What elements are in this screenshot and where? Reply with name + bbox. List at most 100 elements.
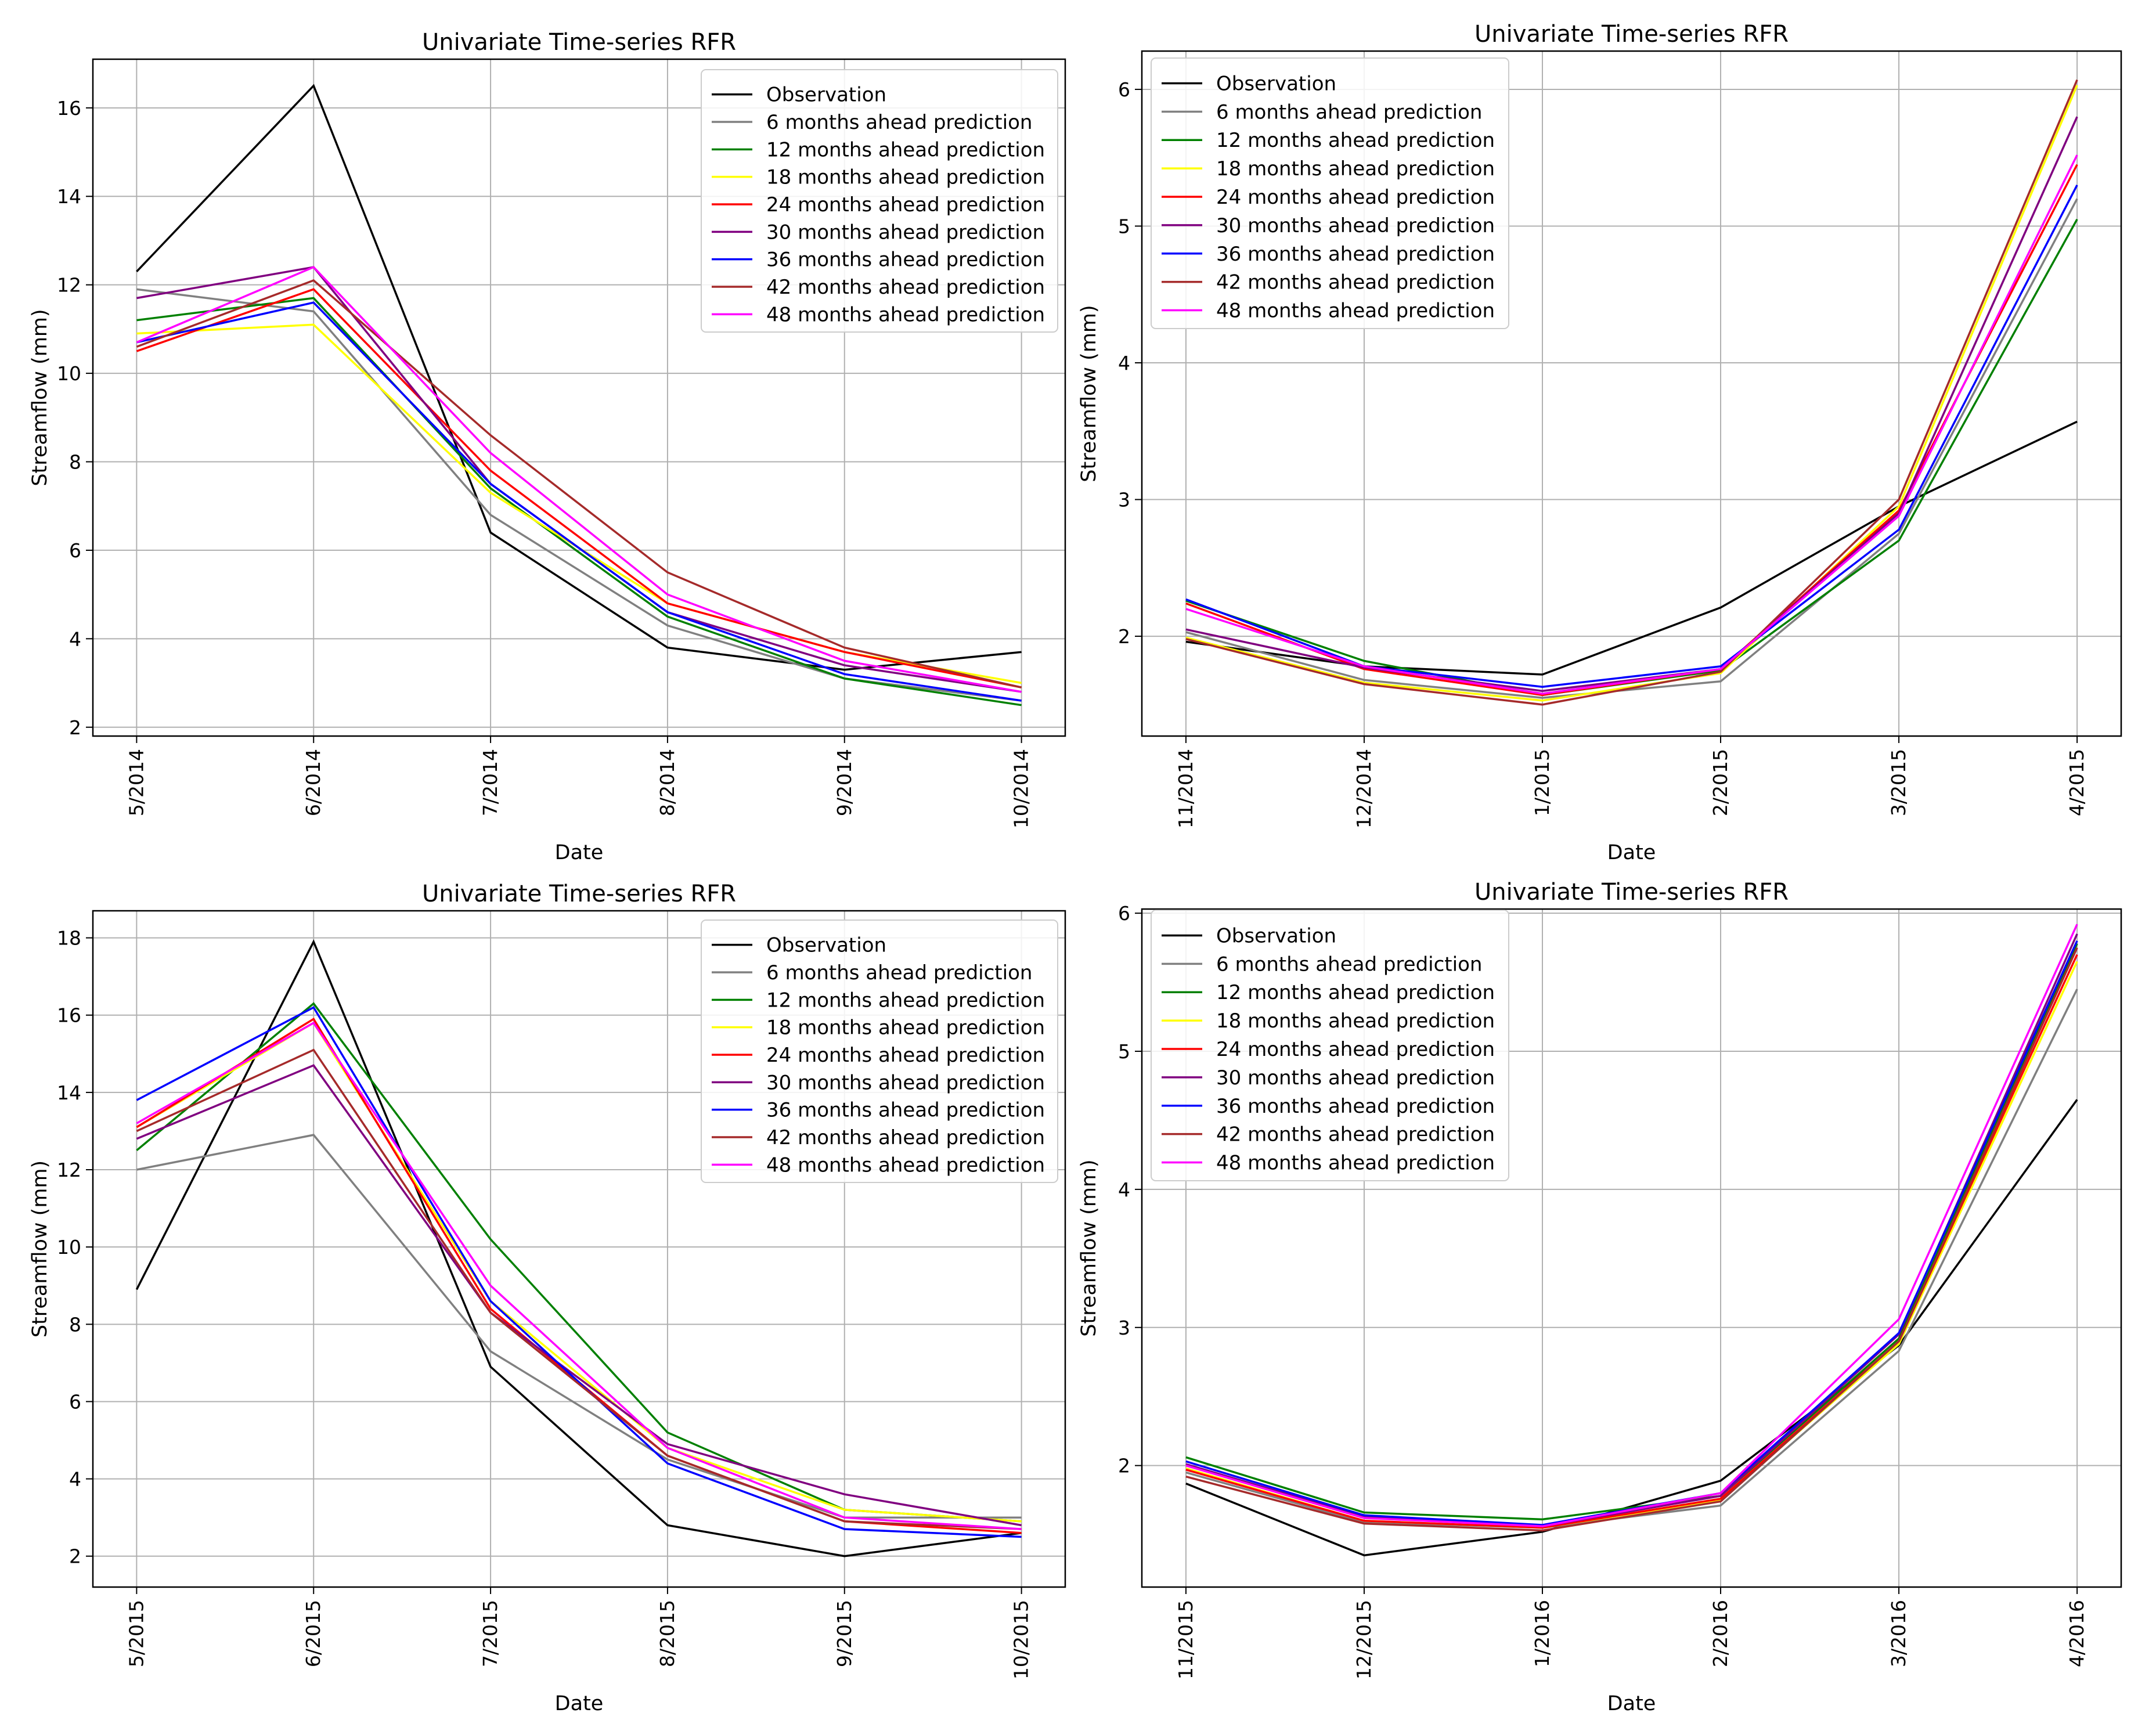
legend-entry: Observation [766, 934, 886, 957]
x-axis-label: Date [1607, 1692, 1656, 1715]
legend-entry: 12 months ahead prediction [1216, 129, 1495, 152]
legend-entry: 48 months ahead prediction [1216, 300, 1495, 323]
chart-panel-4: 2 3 4 5 6 11/2015 12/2015 1/2016 2/2016 3/2016 4/2… [1077, 879, 2122, 1715]
legend-box [701, 69, 1058, 333]
y-tick-label: 14 [57, 1081, 81, 1104]
x-axis-label: Date [555, 1692, 604, 1715]
x-tick-label: 11/2015 [1174, 1600, 1197, 1679]
y-tick-label: 2 [69, 716, 81, 739]
x-tick-label: 8/2015 [656, 1600, 679, 1667]
series-line-6-months [1185, 198, 2078, 699]
y-tick-label: 6 [69, 539, 81, 562]
y-tick-label: 18 [57, 927, 81, 950]
series-line-30-months [136, 1064, 1022, 1527]
legend-entry: Observation [1216, 924, 1336, 947]
series-line-48-months [1185, 154, 2078, 695]
chart-title: Univariate Time-series RFR [1474, 879, 1789, 906]
y-tick-label: 4 [69, 1468, 81, 1491]
y-axis-label: Streamflow (mm) [1077, 1159, 1101, 1336]
x-tick-label: 5/2014 [125, 749, 147, 816]
chart-panel-1: 2 4 6 8 10 12 14 16 5/2014 6/2014 7/2014 8/2014 9/20… [28, 29, 1066, 864]
series-line-36-months [136, 301, 1022, 702]
legend-entry: 6 months ahead prediction [1216, 953, 1482, 976]
chart-panel-2: 2 3 4 5 6 11/2014 12/2014 1/2015 2/2015 3/2015 4/2… [1077, 21, 2122, 864]
y-tick-label: 2 [69, 1545, 81, 1568]
y-tick-label: 6 [69, 1390, 81, 1413]
legend-entry: 48 months ahead prediction [766, 1153, 1045, 1177]
legend-entry: 30 months ahead prediction [766, 221, 1045, 244]
legend-entry: 48 months ahead prediction [1216, 1152, 1495, 1175]
legend-entry: 6 months ahead prediction [1216, 100, 1482, 124]
legend-entry: 36 months ahead prediction [1216, 1095, 1495, 1118]
legend-entry: 36 months ahead prediction [1216, 243, 1495, 266]
y-tick-label: 16 [57, 97, 81, 120]
x-tick-label: 10/2015 [1010, 1600, 1033, 1679]
x-tick-label: 6/2015 [302, 1600, 325, 1667]
x-tick-label: 9/2014 [833, 749, 856, 816]
y-tick-label: 12 [57, 274, 81, 297]
x-tick-label: 1/2016 [1531, 1600, 1553, 1667]
x-tick-label: 8/2014 [656, 749, 679, 816]
series-line-48-months [136, 266, 1022, 693]
legend-entry: 48 months ahead prediction [766, 303, 1045, 326]
x-tick-label: 2/2016 [1709, 1600, 1732, 1667]
legend-entry: 42 months ahead prediction [1216, 1123, 1495, 1146]
y-tick-label: 5 [1118, 215, 1130, 237]
chart-title: Univariate Time-series RFR [1474, 21, 1789, 48]
y-tick-label: 6 [1118, 78, 1130, 101]
y-tick-label: 16 [57, 1004, 81, 1027]
y-tick-label: 12 [57, 1159, 81, 1181]
x-tick-label: 11/2014 [1174, 749, 1197, 828]
legend-entry: 42 months ahead prediction [1216, 271, 1495, 294]
plot-frame [1141, 50, 2122, 737]
legend-entry: 12 months ahead prediction [1216, 981, 1495, 1004]
y-tick-label: 4 [69, 628, 81, 650]
legend-entry: 12 months ahead prediction [766, 138, 1045, 161]
y-axis-label: Streamflow (mm) [28, 309, 52, 486]
x-tick-label: 10/2014 [1010, 749, 1033, 828]
legend: Observation 6 months ahead prediction 12 m… [701, 69, 1058, 333]
series-line-42-months [136, 279, 1022, 688]
legend-entry: 24 months ahead prediction [766, 193, 1045, 217]
series-line-12-months [136, 297, 1022, 706]
x-axis-label: Date [1607, 841, 1656, 864]
y-tick-label: 3 [1118, 1317, 1130, 1339]
legend-entry: 6 months ahead prediction [766, 961, 1032, 985]
y-tick-label: 8 [69, 1313, 81, 1336]
legend-entry: 12 months ahead prediction [766, 989, 1045, 1012]
series-line-30-months [1185, 116, 2078, 693]
legend-entry: 6 months ahead prediction [766, 111, 1032, 134]
y-tick-label: 2 [1118, 625, 1130, 648]
legend-entry: 24 months ahead prediction [766, 1044, 1045, 1067]
y-tick-label: 4 [1118, 352, 1130, 374]
y-tick-label: 3 [1118, 489, 1130, 511]
legend-entry: 18 months ahead prediction [1216, 157, 1495, 181]
legend-box [1151, 910, 1509, 1181]
y-tick-label: 10 [57, 1236, 81, 1259]
legend-entry: 18 months ahead prediction [766, 1016, 1045, 1040]
legend-entry: 18 months ahead prediction [766, 166, 1045, 189]
legend-entry: 24 months ahead prediction [1216, 186, 1495, 209]
legend: Observation 6 months ahead prediction 12 m… [1151, 910, 1509, 1181]
series-line-42-months [1185, 947, 2078, 1532]
series-line-36-months [136, 1006, 1022, 1538]
legend: Observation 6 months ahead prediction 12 m… [1151, 57, 1509, 329]
x-tick-label: 7/2015 [479, 1600, 502, 1667]
y-tick-label: 10 [57, 362, 81, 385]
legend-entry: 30 months ahead prediction [1216, 1066, 1495, 1090]
series-line-observation [135, 939, 1022, 1557]
y-tick-label: 6 [1118, 902, 1130, 925]
series-line-12-months [1185, 943, 2078, 1521]
x-tick-label: 5/2015 [125, 1600, 147, 1667]
legend-entry: 30 months ahead prediction [766, 1071, 1045, 1094]
x-axis-label: Date [555, 841, 604, 864]
legend-entry: 24 months ahead prediction [1216, 1038, 1495, 1061]
series-line-18-months [1185, 85, 2078, 702]
legend-entry: 42 months ahead prediction [766, 276, 1045, 299]
x-tick-label: 7/2014 [479, 749, 502, 816]
x-tick-label: 6/2014 [302, 749, 325, 816]
y-tick-label: 4 [1118, 1178, 1130, 1201]
series-line-42-months [136, 1048, 1022, 1530]
legend: Observation 6 months ahead prediction 12 m… [701, 920, 1058, 1183]
y-tick-label: 2 [1118, 1455, 1130, 1477]
